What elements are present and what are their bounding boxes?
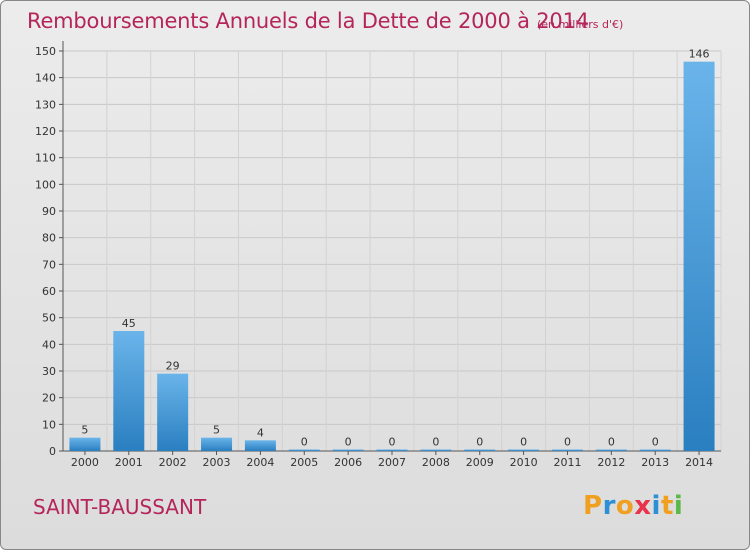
bar-2001	[113, 331, 145, 451]
bar-2011	[551, 449, 583, 451]
value-label-2000: 5	[81, 424, 88, 437]
value-label-2014: 146	[689, 48, 710, 61]
bar-2014	[683, 61, 715, 452]
logo-letter-t: t	[660, 491, 674, 521]
value-label-2002: 29	[166, 360, 180, 373]
chart-subtitle: (en milliers d'€)	[537, 18, 624, 31]
x-tick-label-2001: 2001	[115, 456, 143, 469]
y-tick-label: 10	[42, 418, 56, 431]
logo-letter-x: x	[634, 491, 652, 521]
bar-2005	[288, 449, 320, 451]
x-tick-label-2007: 2007	[378, 456, 406, 469]
bar-2008	[420, 449, 452, 451]
bar-2002	[157, 373, 189, 451]
y-tick-label: 120	[35, 125, 56, 138]
x-tick-label-2012: 2012	[597, 456, 625, 469]
y-tick-label: 70	[42, 258, 56, 271]
bar-2006	[332, 449, 364, 451]
bar-2013	[639, 449, 671, 451]
logo-letter-i2: i	[673, 491, 684, 521]
logo-letter-o: o	[615, 491, 635, 521]
value-label-2006: 0	[345, 436, 352, 449]
x-tick-label-2002: 2002	[159, 456, 187, 469]
y-tick-label: 130	[35, 98, 56, 111]
y-tick-label: 40	[42, 338, 56, 351]
y-tick-label: 80	[42, 232, 56, 245]
value-label-2008: 0	[432, 436, 439, 449]
x-tick-label-2003: 2003	[203, 456, 231, 469]
logo-letter-i1: i	[651, 491, 661, 521]
proxiti-logo: Proxiti	[583, 491, 683, 521]
bar-2003	[201, 437, 233, 451]
x-tick-label-2011: 2011	[553, 456, 581, 469]
x-tick-label-2014: 2014	[685, 456, 713, 469]
value-label-2007: 0	[389, 436, 396, 449]
y-tick-label: 100	[35, 178, 56, 191]
x-tick-label-2004: 2004	[246, 456, 274, 469]
x-tick-label-2000: 2000	[71, 456, 99, 469]
y-tick-label: 150	[35, 45, 56, 58]
bar-2007	[376, 449, 408, 451]
bar-2004	[244, 440, 276, 451]
x-tick-label-2010: 2010	[510, 456, 538, 469]
chart-title: Remboursements Annuels de la Dette de 20…	[27, 9, 589, 33]
value-label-2005: 0	[301, 436, 308, 449]
y-tick-label: 50	[42, 312, 56, 325]
value-label-2003: 5	[213, 424, 220, 437]
value-label-2012: 0	[608, 436, 615, 449]
commune-name: SAINT-BAUSSANT	[33, 495, 207, 519]
value-label-2010: 0	[520, 436, 527, 449]
bar-2000	[69, 437, 101, 451]
x-tick-label-2009: 2009	[466, 456, 494, 469]
value-label-2001: 45	[122, 317, 136, 330]
y-tick-label: 140	[35, 72, 56, 85]
logo-letter-p: P	[583, 491, 603, 521]
y-tick-label: 60	[42, 285, 56, 298]
x-tick-label-2013: 2013	[641, 456, 669, 469]
y-tick-label: 20	[42, 392, 56, 405]
bar-2009	[464, 449, 496, 451]
labels: 0102030405060708090100110120130140150520…	[35, 45, 713, 469]
value-label-2013: 0	[652, 436, 659, 449]
y-tick-label: 90	[42, 205, 56, 218]
y-tick-label: 30	[42, 365, 56, 378]
value-label-2004: 4	[257, 426, 264, 439]
x-tick-label-2008: 2008	[422, 456, 450, 469]
logo-letter-r: r	[602, 491, 616, 521]
y-tick-label: 0	[49, 445, 56, 458]
x-tick-label-2006: 2006	[334, 456, 362, 469]
y-tick-label: 110	[35, 152, 56, 165]
value-label-2009: 0	[476, 436, 483, 449]
bar-2010	[508, 449, 540, 451]
bars	[69, 61, 715, 452]
value-label-2011: 0	[564, 436, 571, 449]
x-tick-label-2005: 2005	[290, 456, 318, 469]
bar-2012	[595, 449, 627, 451]
